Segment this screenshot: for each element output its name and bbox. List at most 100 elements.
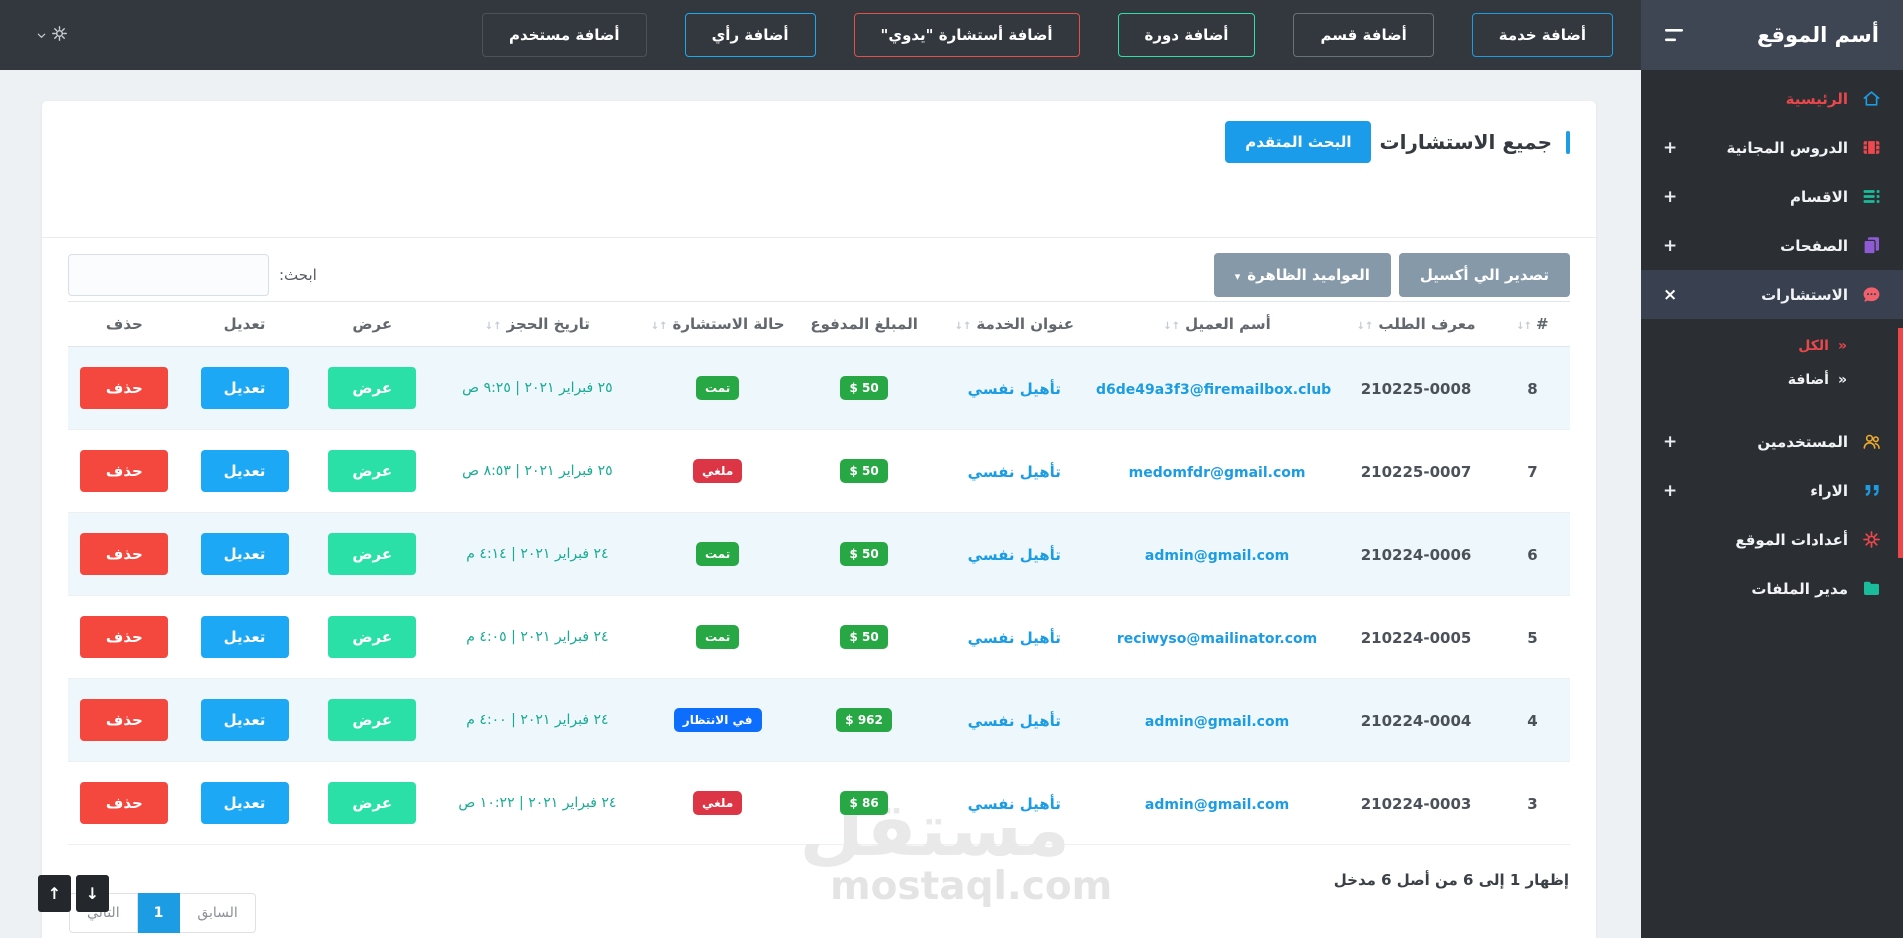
view-button[interactable]: عرض <box>328 367 417 409</box>
client-email-link[interactable]: admin@gmail.com <box>1144 796 1290 813</box>
view-button[interactable]: عرض <box>328 699 417 741</box>
column-header[interactable]: معرف الطلب↑↓ <box>1337 301 1495 347</box>
sidebar-item-users[interactable]: المستخدمين + <box>1641 417 1903 466</box>
close-icon[interactable]: × <box>1663 284 1678 305</box>
expand-plus-icon[interactable]: + <box>1663 431 1678 452</box>
consultation-status: تمت <box>638 346 797 430</box>
sidebar-item-file-manager[interactable]: مدير الملفات <box>1641 564 1903 613</box>
tab-advanced-search[interactable]: البحث المتقدم <box>1225 121 1372 163</box>
paid-amount: $ 50 <box>796 595 932 679</box>
client-email-link[interactable]: admin@gmail.com <box>1144 547 1290 564</box>
sidebar-item-label: المستخدمين <box>1757 432 1848 451</box>
column-header[interactable]: # ↑↓ <box>1494 301 1570 347</box>
sort-icon: ↑↓ <box>650 321 669 332</box>
order-id: 210224-0004 <box>1337 678 1495 762</box>
add-section-button[interactable]: أضافة قسم <box>1293 13 1434 57</box>
delete-button[interactable]: حذف <box>80 699 169 741</box>
consultations-submenu: « الكل « أضافة <box>1641 319 1903 417</box>
expand-plus-icon[interactable]: + <box>1663 480 1678 501</box>
scroll-top-button[interactable]: ↑ <box>38 875 71 912</box>
row-index: 8 <box>1494 346 1570 430</box>
navbar-settings-dropdown[interactable] <box>36 25 68 46</box>
client-email-link[interactable]: medomfdr@gmail.com <box>1128 464 1306 481</box>
column-header[interactable]: تاريخ الحجز↑↓ <box>436 301 639 347</box>
client-email: admin@gmail.com <box>1096 761 1338 845</box>
home-icon <box>1861 89 1881 109</box>
client-email-link[interactable]: d6de49a3f3@firemailbox.club <box>1095 381 1332 398</box>
column-header[interactable]: حالة الاستشارة↑↓ <box>638 301 797 347</box>
sort-icon: ↑↓ <box>1516 321 1532 332</box>
pagination-page-1-button[interactable]: 1 <box>136 893 181 933</box>
hamburger-menu-icon[interactable] <box>1665 28 1684 42</box>
expand-plus-icon[interactable]: + <box>1663 235 1678 256</box>
search-input[interactable] <box>68 254 269 296</box>
table-row: 4 210224-0004 admin@gmail.com تأهيل نفسي $ 9… <box>68 678 1570 762</box>
view-button[interactable]: عرض <box>328 450 417 492</box>
consultation-status: تمت <box>638 512 797 596</box>
view-button[interactable]: عرض <box>328 782 417 824</box>
scroll-bottom-button[interactable]: ↓ <box>76 875 109 912</box>
booking-date: ٢٤ فبراير ٢٠٢١ | ١٠:٢٢ ص <box>436 761 639 845</box>
view-button[interactable]: عرض <box>328 616 417 658</box>
edit-button[interactable]: تعديل <box>200 699 289 741</box>
add-user-button[interactable]: أضافة مستخدم <box>482 13 647 57</box>
sidebar-item-home[interactable]: الرئيسية <box>1641 74 1903 123</box>
export-excel-button[interactable]: تصدير الي أكسيل <box>1398 253 1570 297</box>
delete-button[interactable]: حذف <box>80 782 169 824</box>
column-header[interactable]: أسم العميل ↑↓ <box>1096 301 1338 347</box>
delete-button[interactable]: حذف <box>80 367 169 409</box>
page-title: جميع الاستشارات <box>1379 130 1552 154</box>
edit-button[interactable]: تعديل <box>200 450 289 492</box>
add-opinion-button[interactable]: أضافة رأي <box>684 13 816 57</box>
view-button[interactable]: عرض <box>328 533 417 575</box>
visible-columns-button[interactable]: العواميد الظاهرة▾ <box>1213 253 1391 297</box>
expand-plus-icon[interactable]: + <box>1663 186 1678 207</box>
toolbar-buttons: تصدير الي أكسيل العواميد الظاهرة▾ <box>1213 253 1570 297</box>
service-link[interactable]: تأهيل نفسي <box>967 628 1061 647</box>
client-email-link[interactable]: admin@gmail.com <box>1144 713 1290 730</box>
table-row: 7 210225-0007 medomfdr@gmail.com تأهيل نفسي… <box>68 429 1570 513</box>
sidebar-item-site-settings[interactable]: أعدادات الموقع <box>1641 515 1903 564</box>
edit-button[interactable]: تعديل <box>200 616 289 658</box>
divider <box>42 237 1596 238</box>
client-email-link[interactable]: reciwyso@mailinator.com <box>1116 630 1318 647</box>
service-title: تأهيل نفسي <box>931 595 1097 679</box>
edit-button[interactable]: تعديل <box>200 367 289 409</box>
column-header: المبلغ المدفوع <box>796 301 932 347</box>
main-area: أضافة خدمة أضافة قسم أضافة دورة أضافة أس… <box>0 0 1641 938</box>
consultation-status: ملغي <box>638 429 797 513</box>
gear-icon <box>1861 530 1881 550</box>
add-course-button[interactable]: أضافة دورة <box>1117 13 1256 57</box>
paid-amount: $ 962 <box>796 678 932 762</box>
sidebar-item-free-lessons[interactable]: الدروس المجانية + <box>1641 123 1903 172</box>
add-service-button[interactable]: أضافة خدمة <box>1471 13 1613 57</box>
column-header-label: حالة الاستشارة <box>672 315 785 333</box>
delete-button[interactable]: حذف <box>80 450 169 492</box>
sidebar-item-opinions[interactable]: الاراء + <box>1641 466 1903 515</box>
consultations-table: #↑↓ معرف الطلب↑↓ أسم العميل↑↓ عنوان الخدمة↑… <box>68 301 1570 845</box>
expand-plus-icon[interactable]: + <box>1663 137 1678 158</box>
add-manual-consultation-button[interactable]: أضافة أستشارة "يدوي" <box>853 13 1080 57</box>
delete-button[interactable]: حذف <box>80 616 169 658</box>
content-area: جميع الاستشارات البحث المتقدم تصدير الي … <box>0 70 1641 938</box>
paid-amount: $ 50 <box>796 429 932 513</box>
sidebar-item-pages[interactable]: الصفحات + <box>1641 221 1903 270</box>
delete-button[interactable]: حذف <box>80 533 169 575</box>
submenu-item-add[interactable]: « أضافة <box>1641 363 1903 397</box>
paid-amount: $ 50 <box>796 346 932 430</box>
submenu-item-all[interactable]: « الكل <box>1641 329 1903 363</box>
sort-icon: ↑↓ <box>484 321 503 332</box>
sidebar-item-categories[interactable]: الاقسام + <box>1641 172 1903 221</box>
sidebar-item-consultations[interactable]: الاستشارات × <box>1641 270 1903 319</box>
service-link[interactable]: تأهيل نفسي <box>967 462 1061 481</box>
edit-button[interactable]: تعديل <box>200 533 289 575</box>
service-link[interactable]: تأهيل نفسي <box>967 545 1061 564</box>
service-link[interactable]: تأهيل نفسي <box>967 794 1061 813</box>
edit-button[interactable]: تعديل <box>200 782 289 824</box>
column-header[interactable]: عنوان الخدمة↑↓ <box>931 301 1097 347</box>
service-link[interactable]: تأهيل نفسي <box>967 379 1061 398</box>
status-badge: ملغي <box>693 459 743 483</box>
sidebar-scrollbar-thumb[interactable] <box>1898 328 1903 558</box>
service-link[interactable]: تأهيل نفسي <box>967 711 1061 730</box>
pagination-prev-button[interactable]: السابق <box>179 893 256 933</box>
